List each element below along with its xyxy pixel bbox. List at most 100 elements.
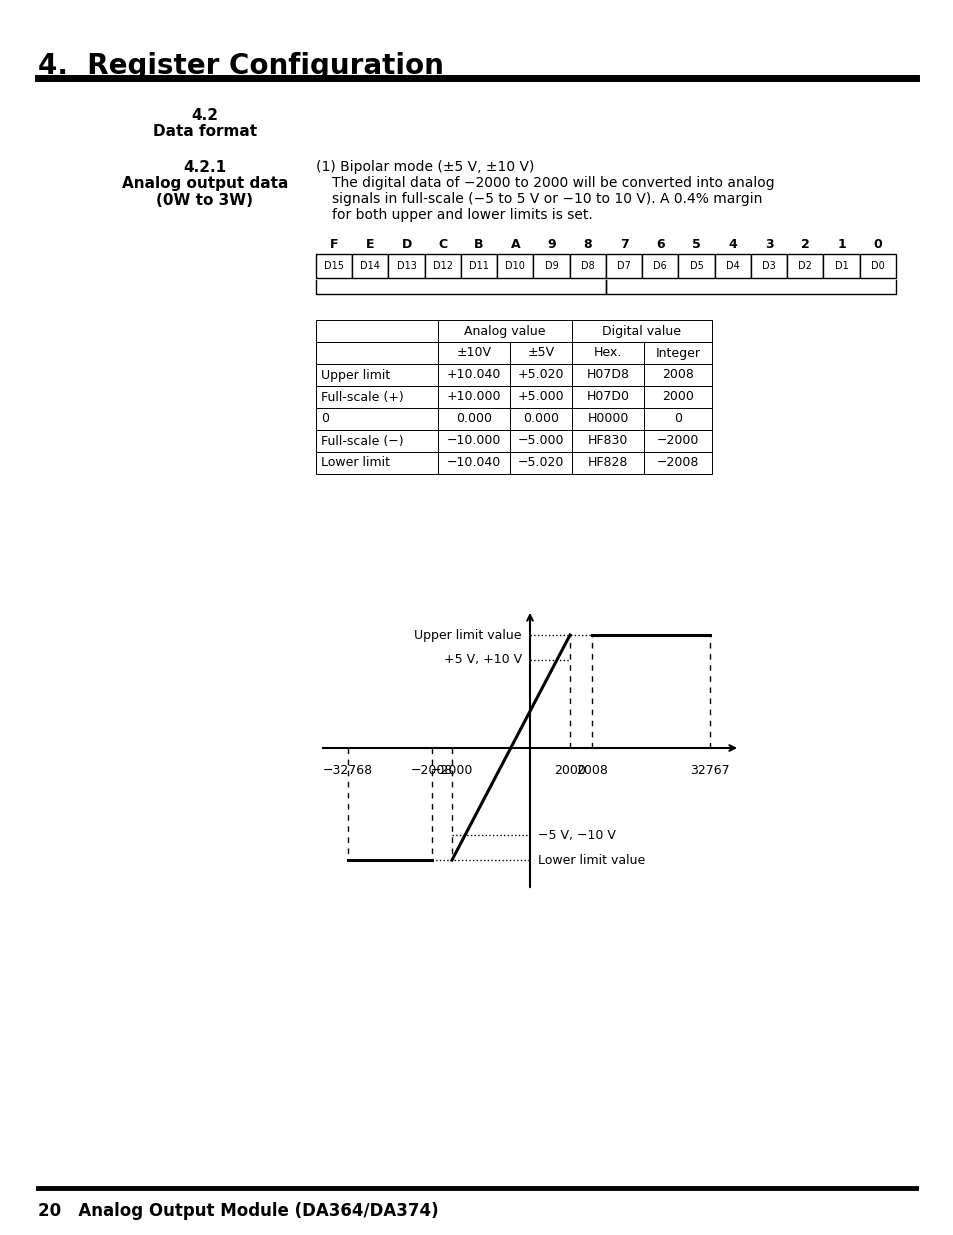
Text: Hex.: Hex.	[594, 347, 621, 359]
Text: 7: 7	[619, 238, 628, 251]
Text: D6: D6	[653, 261, 666, 270]
Text: Analog value: Analog value	[464, 325, 545, 337]
Bar	[460, 254, 497, 278]
Bar	[437, 320, 572, 342]
Text: +5.000: +5.000	[517, 390, 564, 404]
Bar	[786, 254, 822, 278]
Text: (0W to 3W): (0W to 3W)	[156, 193, 253, 207]
Text: 4: 4	[728, 238, 737, 251]
Bar	[643, 452, 711, 474]
Text: 4.2.1: 4.2.1	[183, 161, 226, 175]
Bar	[643, 387, 711, 408]
Bar	[315, 254, 352, 278]
Text: 2000: 2000	[554, 764, 585, 777]
Text: 2008: 2008	[576, 764, 607, 777]
Text: −2000: −2000	[656, 435, 699, 447]
Bar	[572, 364, 643, 387]
Text: +5 V, +10 V: +5 V, +10 V	[443, 653, 521, 667]
Bar	[315, 342, 437, 364]
Text: 2: 2	[801, 238, 809, 251]
Bar	[533, 254, 569, 278]
Bar	[437, 408, 510, 430]
Text: D1: D1	[834, 261, 847, 270]
Text: H07D8: H07D8	[586, 368, 629, 382]
Bar	[572, 342, 643, 364]
Text: D: D	[401, 238, 412, 251]
Text: 4.2: 4.2	[192, 107, 218, 124]
Text: for both upper and lower limits is set.: for both upper and lower limits is set.	[332, 207, 592, 222]
Text: 0: 0	[320, 412, 329, 426]
Text: Digital value: Digital value	[602, 325, 680, 337]
Bar	[605, 254, 641, 278]
Text: −2008: −2008	[656, 457, 699, 469]
Bar	[678, 254, 714, 278]
Text: D2: D2	[798, 261, 811, 270]
Bar	[643, 408, 711, 430]
Bar	[437, 452, 510, 474]
Text: H07D0: H07D0	[586, 390, 629, 404]
Text: −2008: −2008	[411, 764, 453, 777]
Text: ±5V: ±5V	[527, 347, 554, 359]
Text: 1: 1	[837, 238, 845, 251]
Text: D12: D12	[433, 261, 453, 270]
Bar	[643, 342, 711, 364]
Text: Lower limit value: Lower limit value	[537, 853, 644, 867]
Text: Full-scale (−): Full-scale (−)	[320, 435, 403, 447]
Bar	[315, 364, 437, 387]
Text: signals in full-scale (−5 to 5 V or −10 to 10 V). A 0.4% margin: signals in full-scale (−5 to 5 V or −10 …	[332, 191, 761, 206]
Text: HF828: HF828	[587, 457, 627, 469]
Bar	[315, 320, 437, 342]
Text: +10.000: +10.000	[446, 390, 500, 404]
Bar	[315, 387, 437, 408]
Text: −5.020: −5.020	[517, 457, 563, 469]
Text: D7: D7	[617, 261, 630, 270]
Text: The digital data of −2000 to 2000 will be converted into analog: The digital data of −2000 to 2000 will b…	[332, 177, 774, 190]
Text: D5: D5	[689, 261, 702, 270]
Text: −10.040: −10.040	[446, 457, 500, 469]
Bar	[750, 254, 786, 278]
Text: −10.000: −10.000	[446, 435, 500, 447]
Bar	[424, 254, 460, 278]
Text: 9: 9	[547, 238, 556, 251]
Bar	[569, 254, 605, 278]
Bar	[859, 254, 895, 278]
Text: −2000: −2000	[431, 764, 473, 777]
Text: F: F	[330, 238, 338, 251]
Bar	[641, 254, 678, 278]
Text: D0: D0	[870, 261, 883, 270]
Text: Upper limit value: Upper limit value	[414, 629, 521, 641]
Bar	[510, 387, 572, 408]
Bar	[572, 320, 711, 342]
Bar	[572, 430, 643, 452]
Text: Analog output data: Analog output data	[122, 177, 288, 191]
Text: 6: 6	[656, 238, 664, 251]
Bar	[510, 364, 572, 387]
Text: (1) Bipolar mode (±5 V, ±10 V): (1) Bipolar mode (±5 V, ±10 V)	[315, 161, 534, 174]
Bar	[822, 254, 859, 278]
Text: C: C	[437, 238, 447, 251]
Text: 8: 8	[583, 238, 592, 251]
Text: A: A	[510, 238, 519, 251]
Bar	[714, 254, 750, 278]
Text: D14: D14	[360, 261, 380, 270]
Text: D15: D15	[324, 261, 344, 270]
Text: D11: D11	[469, 261, 489, 270]
Bar	[315, 452, 437, 474]
Text: Data format: Data format	[152, 124, 256, 140]
Bar	[643, 430, 711, 452]
Text: D8: D8	[580, 261, 594, 270]
Bar	[510, 408, 572, 430]
Text: Upper limit: Upper limit	[320, 368, 390, 382]
Bar	[352, 254, 388, 278]
Text: 0: 0	[873, 238, 882, 251]
Text: 5: 5	[692, 238, 700, 251]
Bar	[437, 430, 510, 452]
Text: 3: 3	[764, 238, 773, 251]
Text: Full-scale (+): Full-scale (+)	[320, 390, 403, 404]
Text: −5 V, −10 V: −5 V, −10 V	[537, 829, 616, 841]
Text: D13: D13	[396, 261, 416, 270]
Text: D10: D10	[505, 261, 525, 270]
Bar	[437, 364, 510, 387]
Bar	[437, 387, 510, 408]
Text: 0: 0	[673, 412, 681, 426]
